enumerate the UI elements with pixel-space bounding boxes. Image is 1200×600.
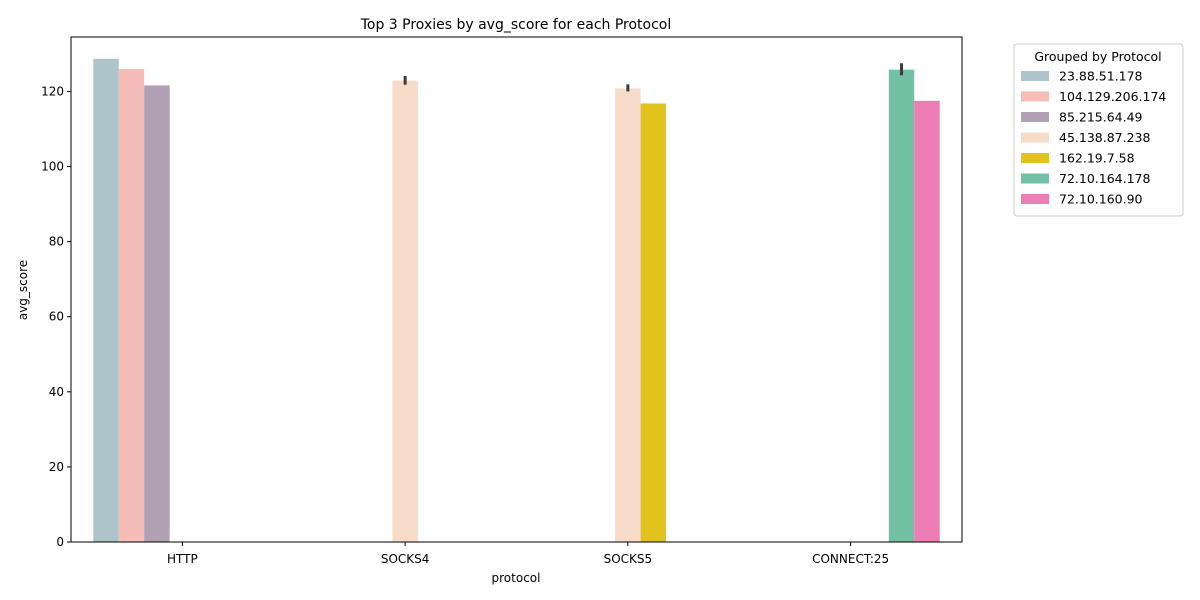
legend-label: 45.138.87.238 [1059,130,1150,145]
bar [144,85,170,543]
chart-title: Top 3 Proxies by avg_score for each Prot… [360,17,672,33]
legend-box [1013,43,1184,217]
bar [93,58,119,543]
bar [615,88,641,542]
bar [914,100,940,543]
legend-label: 104.129.206.174 [1059,89,1166,104]
bars-group [93,58,940,543]
legend-swatch [1021,112,1049,122]
y-axis-label: avg_score [16,260,30,320]
bar [392,80,418,543]
y-tick-label: 60 [49,310,64,324]
bar [888,69,915,542]
legend-swatch [1021,132,1049,143]
y-tick-label: 20 [49,460,64,474]
y-tick-label: 80 [49,235,64,249]
x-axis: HTTP SOCKS4 SOCKS5 CONNECT:25 [167,542,889,566]
y-tick-label: 0 [56,535,64,549]
legend-title: Grouped by Protocol [1034,49,1161,64]
x-tick-label: SOCKS4 [381,552,430,566]
y-tick-label: 40 [49,385,64,399]
bar [118,68,145,543]
legend-swatch [1021,194,1049,204]
x-tick-label: SOCKS5 [604,552,653,566]
legend-label: 72.10.164.178 [1059,171,1150,186]
y-axis: 0 20 40 60 80 100 120 [41,84,71,549]
legend-swatch [1021,91,1049,102]
bar [640,103,667,543]
x-tick-label: CONNECT:25 [812,552,889,566]
legend: Grouped by Protocol 23.88.51.178 104.129.… [1013,43,1184,217]
legend-label: 23.88.51.178 [1059,69,1143,84]
legend-label: 162.19.7.58 [1059,151,1135,166]
y-tick-label: 100 [41,160,64,174]
error-bars-group [403,63,904,92]
legend-label: 85.215.64.49 [1059,110,1143,125]
x-axis-label: protocol [492,571,541,585]
x-tick-label: HTTP [167,552,198,566]
legend-swatch [1021,173,1049,184]
legend-items: 23.88.51.178 104.129.206.174 85.215.64.49 4… [1021,69,1166,207]
legend-swatch [1021,71,1049,81]
plot-frame [70,36,963,543]
legend-swatch [1021,153,1049,163]
legend-label: 72.10.160.90 [1059,192,1143,207]
y-tick-label: 120 [41,84,64,98]
